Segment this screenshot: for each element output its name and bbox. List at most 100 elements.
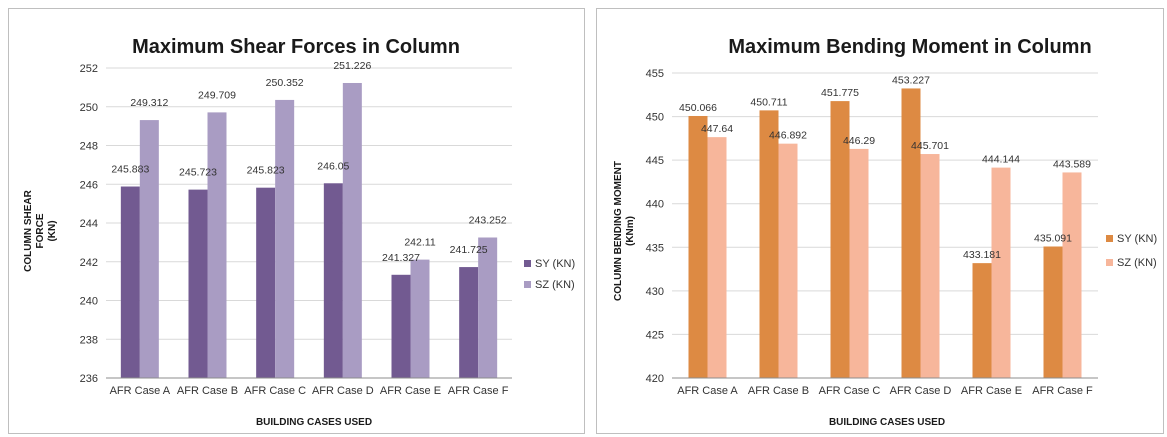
y-axis-title-line: (KNm) (625, 216, 636, 246)
data-label: 443.589 (1053, 158, 1091, 170)
bar-sz (139, 120, 159, 378)
bending-moment-chart-panel: Maximum Bending Moment in Column 420 425 4… (596, 8, 1164, 434)
data-label: 445.701 (911, 140, 949, 152)
bar-sy (972, 263, 992, 378)
category-label: AFR Case D (890, 385, 952, 397)
legend-swatch-sy (524, 260, 531, 267)
bar-sy (256, 187, 276, 378)
category-label: AFR Case E (380, 385, 441, 397)
legend: SY (KN) SZ (KN) (1106, 233, 1157, 269)
data-label: 241.327 (382, 252, 420, 264)
y-tick-label: 445 (646, 155, 664, 167)
legend-label-sy: SY (KN) (535, 258, 575, 270)
y-tick-label: 244 (80, 218, 98, 230)
chart-title: Maximum Bending Moment in Column (728, 36, 1091, 58)
data-label: 241.725 (450, 244, 488, 256)
data-label: 453.227 (892, 74, 930, 86)
y-axis-title-line: COLUMN SHEAR (23, 189, 34, 271)
bar-sy (188, 189, 208, 378)
data-label: 249.709 (198, 89, 236, 101)
y-axis-title-line: (KN) (47, 220, 58, 241)
data-label: 249.312 (130, 97, 168, 109)
y-tick-label: 440 (646, 199, 664, 211)
bar-sy (391, 274, 411, 378)
bar-sy (323, 183, 343, 378)
y-tick-label: 420 (646, 373, 664, 385)
data-label: 447.64 (701, 123, 733, 135)
y-axis-title: COLUMN SHEAR FORCE (KN) (23, 189, 58, 271)
chart-title: Maximum Shear Forces in Column (132, 36, 460, 58)
y-tick-label: 250 (80, 102, 98, 114)
bar-sy (688, 115, 708, 379)
category-label: AFR Case F (448, 385, 509, 397)
legend-label-sz: SZ (KN) (535, 279, 575, 291)
bar-sy (120, 186, 140, 378)
y-axis-title-line: COLUMN BENDING MOMENT (613, 161, 624, 301)
y-tick-label: 242 (80, 257, 98, 269)
data-label: 246.05 (317, 160, 349, 172)
data-label: 245.823 (247, 165, 285, 177)
y-tick-label: 435 (646, 242, 664, 254)
bar-sy (1043, 246, 1063, 378)
bar-sz (275, 99, 295, 379)
y-tick-label: 455 (646, 68, 664, 80)
shear-force-chart: Maximum Shear Forces in Column 236 238 240… (23, 36, 575, 428)
category-label: AFR Case C (819, 385, 881, 397)
category-label: AFR Case A (677, 385, 738, 397)
y-tick-label: 450 (646, 112, 664, 124)
y-tick-label: 246 (80, 179, 98, 191)
data-label: 451.775 (821, 87, 859, 99)
data-label: 435.091 (1034, 232, 1072, 244)
bar-sz (920, 154, 940, 378)
data-label: 433.181 (963, 249, 1001, 261)
category-label: AFR Case C (244, 385, 306, 397)
data-label: 446.29 (843, 135, 875, 147)
legend-swatch-sz (1106, 259, 1113, 266)
bar-sz (410, 259, 430, 378)
legend-swatch-sy (1106, 235, 1113, 242)
y-tick-label: 248 (80, 141, 98, 153)
bar-sz (707, 137, 727, 378)
bar-sz (778, 143, 798, 378)
data-label: 251.226 (333, 60, 371, 72)
bar-sz (991, 167, 1011, 378)
legend-swatch-sz (524, 281, 531, 288)
data-label: 450.066 (679, 102, 717, 114)
bar-sz (478, 237, 498, 378)
y-tick-label: 240 (80, 296, 98, 308)
data-label: 245.723 (179, 167, 217, 179)
data-label: 243.252 (469, 214, 507, 226)
bar-sy (459, 267, 479, 378)
data-label: 250.352 (266, 77, 304, 89)
legend-label-sy: SY (KN) (1117, 233, 1157, 245)
shear-force-chart-panel: Maximum Shear Forces in Column 236 238 240… (8, 8, 585, 434)
bar-sy (901, 88, 921, 378)
y-tick-label: 252 (80, 63, 98, 75)
x-axis-title: BUILDING CASES USED (256, 417, 372, 428)
bar-sz (207, 112, 227, 378)
bar-sz (1062, 172, 1082, 378)
x-axis-title: BUILDING CASES USED (829, 417, 945, 428)
bar-sz (342, 82, 362, 378)
category-label: AFR Case D (312, 385, 374, 397)
bending-moment-chart: Maximum Bending Moment in Column 420 425 4… (613, 36, 1157, 428)
bar-sy (759, 110, 779, 378)
y-tick-label: 425 (646, 329, 664, 341)
data-label: 444.144 (982, 154, 1020, 166)
y-tick-label: 236 (80, 373, 98, 385)
y-axis-title-line: FORCE (35, 213, 46, 248)
bar-sy (830, 101, 850, 378)
legend: SY (KN) SZ (KN) (524, 258, 575, 291)
y-axis-title: COLUMN BENDING MOMENT (KNm) (613, 161, 636, 301)
category-label: AFR Case B (177, 385, 238, 397)
data-label: 245.883 (111, 164, 149, 176)
y-tick-label: 430 (646, 286, 664, 298)
category-label: AFR Case A (110, 385, 171, 397)
data-label: 446.892 (769, 130, 807, 142)
bar-sz (849, 148, 869, 378)
data-label: 450.711 (750, 96, 787, 108)
data-label: 242.11 (404, 237, 435, 249)
category-label: AFR Case B (748, 385, 809, 397)
category-label: AFR Case E (961, 385, 1022, 397)
legend-label-sz: SZ (KN) (1117, 257, 1157, 269)
